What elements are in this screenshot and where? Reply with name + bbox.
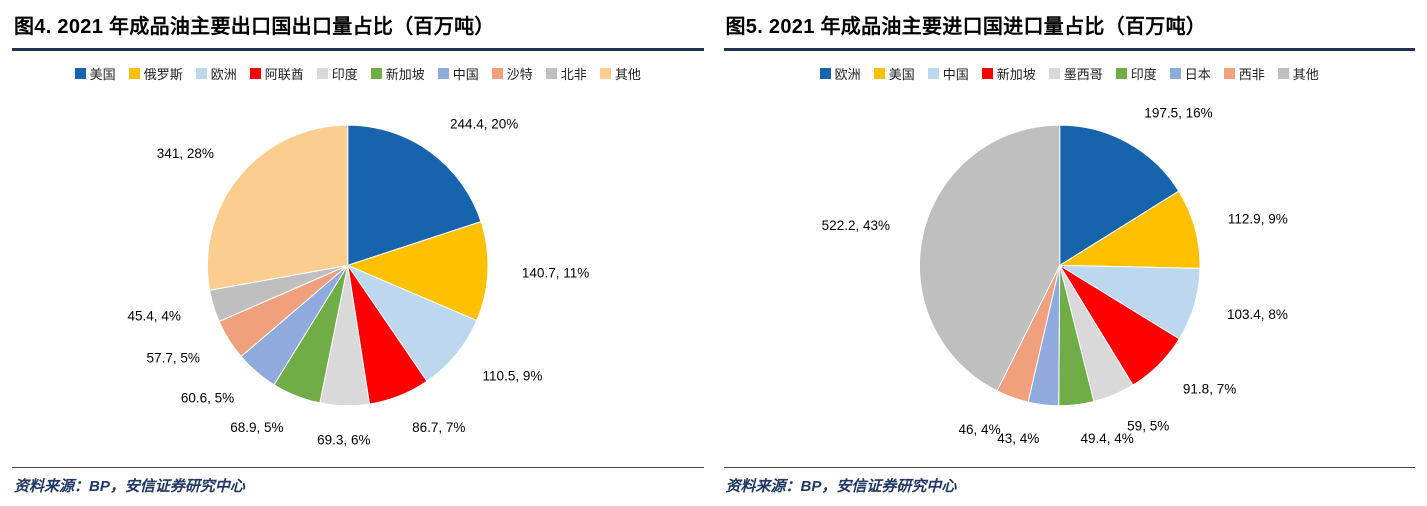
legend-label: 印度 <box>1130 67 1157 82</box>
legend-item: 欧洲 <box>819 64 861 83</box>
legend-item: 西非 <box>1223 64 1265 83</box>
legend-swatch <box>128 68 140 79</box>
legend-swatch <box>491 68 503 79</box>
legend-swatch <box>1048 68 1060 79</box>
figure5-title: 图5. 2021 年成品油主要进口国进口量占比（百万吨） <box>723 6 1415 51</box>
pie-data-label: 522.2, 43% <box>821 218 889 233</box>
pie-data-label: 43, 4% <box>997 431 1039 446</box>
pie-data-label: 45.4, 4% <box>128 309 181 324</box>
figure5-source: 资料来源：BP，安信证券研究中心 <box>723 467 1415 506</box>
legend-label: 美国 <box>888 67 915 82</box>
legend-swatch <box>370 68 382 79</box>
pie-data-label: 244.4, 20% <box>450 117 518 132</box>
figure4-pie-chart: 244.4, 20% 140.7, 11% 110.5, 9% 86.7, 7% 69.… <box>12 83 704 467</box>
legend-label: 中国 <box>942 67 969 82</box>
legend-item: 日本 <box>1169 64 1211 83</box>
pie-data-label: 86.7, 7% <box>412 420 465 435</box>
legend-item: 其他 <box>599 64 641 83</box>
pie-data-label: 69.3, 6% <box>317 432 370 447</box>
legend-label: 欧洲 <box>210 67 237 82</box>
legend-swatch <box>1277 68 1289 79</box>
pie-data-label: 68.9, 5% <box>230 420 283 435</box>
legend-label: 中国 <box>452 67 479 82</box>
legend-item: 沙特 <box>491 64 533 83</box>
legend-label: 俄罗斯 <box>143 67 183 82</box>
legend-swatch <box>819 68 831 79</box>
legend-item: 新加坡 <box>981 64 1036 83</box>
pie-svg: 244.4, 20% 140.7, 11% 110.5, 9% 86.7, 7% 69.… <box>128 117 590 448</box>
legend-item: 美国 <box>74 64 116 83</box>
legend-label: 日本 <box>1184 67 1211 82</box>
legend-label: 北非 <box>560 67 587 82</box>
legend-item: 俄罗斯 <box>128 64 183 83</box>
legend-swatch <box>74 68 86 79</box>
pie-data-label: 103.4, 8% <box>1226 307 1287 322</box>
pie-data-label: 59, 5% <box>1127 419 1169 434</box>
legend-item: 美国 <box>873 64 915 83</box>
legend-label: 其他 <box>614 67 641 82</box>
legend-swatch <box>195 68 207 79</box>
legend-swatch <box>981 68 993 79</box>
legend-label: 墨西哥 <box>1063 67 1103 82</box>
figure4-source: 资料来源：BP，安信证券研究中心 <box>12 467 704 506</box>
pie-data-label: 60.6, 5% <box>181 390 234 405</box>
figure4-panel: 图4. 2021 年成品油主要出口国出口量占比（百万吨） 美国 俄罗斯 欧洲 阿联酋 印… <box>12 6 704 506</box>
pie-data-label: 91.8, 7% <box>1182 381 1235 396</box>
figure4-legend: 美国 俄罗斯 欧洲 阿联酋 印度 新加坡 中国 沙特 北非 其他 <box>12 64 704 83</box>
pie-data-label: 140.7, 11% <box>522 265 589 280</box>
legend-label: 其他 <box>1292 67 1319 82</box>
legend-swatch <box>437 68 449 79</box>
legend-item: 印度 <box>316 64 358 83</box>
legend-item: 墨西哥 <box>1048 64 1103 83</box>
legend-swatch <box>599 68 611 79</box>
legend-item: 其他 <box>1277 64 1319 83</box>
pie-slice-美国 <box>1057 190 1201 269</box>
legend-item: 印度 <box>1115 64 1157 83</box>
legend-label: 新加坡 <box>996 67 1036 82</box>
legend-swatch <box>1115 68 1127 79</box>
legend-label: 新加坡 <box>385 67 425 82</box>
figure4-title: 图4. 2021 年成品油主要出口国出口量占比（百万吨） <box>12 6 704 51</box>
pie-data-label: 110.5, 9% <box>483 369 543 384</box>
legend-label: 美国 <box>89 67 116 82</box>
legend-swatch <box>316 68 328 79</box>
legend-swatch <box>1169 68 1181 79</box>
pie-slice-欧洲 <box>1058 124 1179 267</box>
figure5-pie-chart: 197.5, 16% 112.9, 9% 103.4, 8% 91.8, 7% 59, … <box>724 83 1416 467</box>
legend-item: 欧洲 <box>195 64 237 83</box>
legend-item: 新加坡 <box>370 64 425 83</box>
pie-svg: 197.5, 16% 112.9, 9% 103.4, 8% 91.8, 7% 59, … <box>821 105 1287 446</box>
legend-swatch <box>249 68 261 79</box>
legend-swatch <box>545 68 557 79</box>
legend-label: 沙特 <box>506 67 533 82</box>
pie-slice-欧洲 <box>346 264 478 382</box>
legend-label: 阿联酋 <box>264 67 304 82</box>
legend-swatch <box>873 68 885 79</box>
legend-swatch <box>1223 68 1235 79</box>
figure5-legend: 欧洲 美国 中国 新加坡 墨西哥 印度 日本 西非 其他 <box>724 64 1416 83</box>
pie-data-label: 112.9, 9% <box>1227 212 1287 227</box>
pie-slice-其他 <box>918 124 1060 392</box>
legend-label: 西非 <box>1238 67 1265 82</box>
legend-label: 印度 <box>331 67 358 82</box>
legend-item: 中国 <box>927 64 969 83</box>
pie-data-label: 341, 28% <box>157 146 214 161</box>
pie-data-label: 49.4, 4% <box>1080 431 1133 446</box>
figure5-panel: 图5. 2021 年成品油主要进口国进口量占比（百万吨） 欧洲 美国 中国 新加坡 墨西… <box>723 6 1416 506</box>
pie-data-label: 46, 4% <box>958 422 1000 437</box>
legend-item: 中国 <box>437 64 479 83</box>
legend-item: 阿联酋 <box>249 64 304 83</box>
legend-item: 北非 <box>545 64 587 83</box>
pie-slice-美国 <box>347 124 482 267</box>
legend-label: 欧洲 <box>834 67 861 82</box>
pie-slice-其他 <box>206 124 349 291</box>
pie-slice-俄罗斯 <box>346 220 489 322</box>
pie-data-label: 57.7, 5% <box>147 350 200 365</box>
pie-data-label: 197.5, 16% <box>1144 105 1212 120</box>
legend-swatch <box>927 68 939 79</box>
